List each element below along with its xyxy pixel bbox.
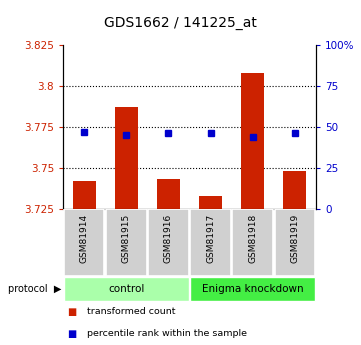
Bar <box>64 209 104 276</box>
Bar <box>64 277 189 302</box>
Text: GSM81919: GSM81919 <box>290 214 299 263</box>
Bar <box>283 171 306 209</box>
Bar <box>115 107 138 209</box>
Text: percentile rank within the sample: percentile rank within the sample <box>87 329 247 338</box>
Text: GSM81914: GSM81914 <box>80 214 89 263</box>
Text: control: control <box>108 284 144 294</box>
Text: ■: ■ <box>67 307 76 317</box>
Bar <box>190 209 231 276</box>
Bar <box>275 209 315 276</box>
Bar <box>199 196 222 209</box>
Bar <box>232 209 273 276</box>
Text: Enigma knockdown: Enigma knockdown <box>202 284 304 294</box>
Bar <box>190 277 315 302</box>
Bar <box>241 73 264 209</box>
Text: GSM81916: GSM81916 <box>164 214 173 263</box>
Text: GSM81917: GSM81917 <box>206 214 215 263</box>
Bar <box>73 181 96 209</box>
Text: GSM81915: GSM81915 <box>122 214 131 263</box>
Text: transformed count: transformed count <box>87 307 175 316</box>
Text: GSM81918: GSM81918 <box>248 214 257 263</box>
Text: protocol  ▶: protocol ▶ <box>8 284 61 294</box>
Bar <box>106 209 147 276</box>
Bar <box>148 209 189 276</box>
Text: ■: ■ <box>67 329 76 339</box>
Bar <box>157 179 180 209</box>
Text: GDS1662 / 141225_at: GDS1662 / 141225_at <box>104 16 257 30</box>
